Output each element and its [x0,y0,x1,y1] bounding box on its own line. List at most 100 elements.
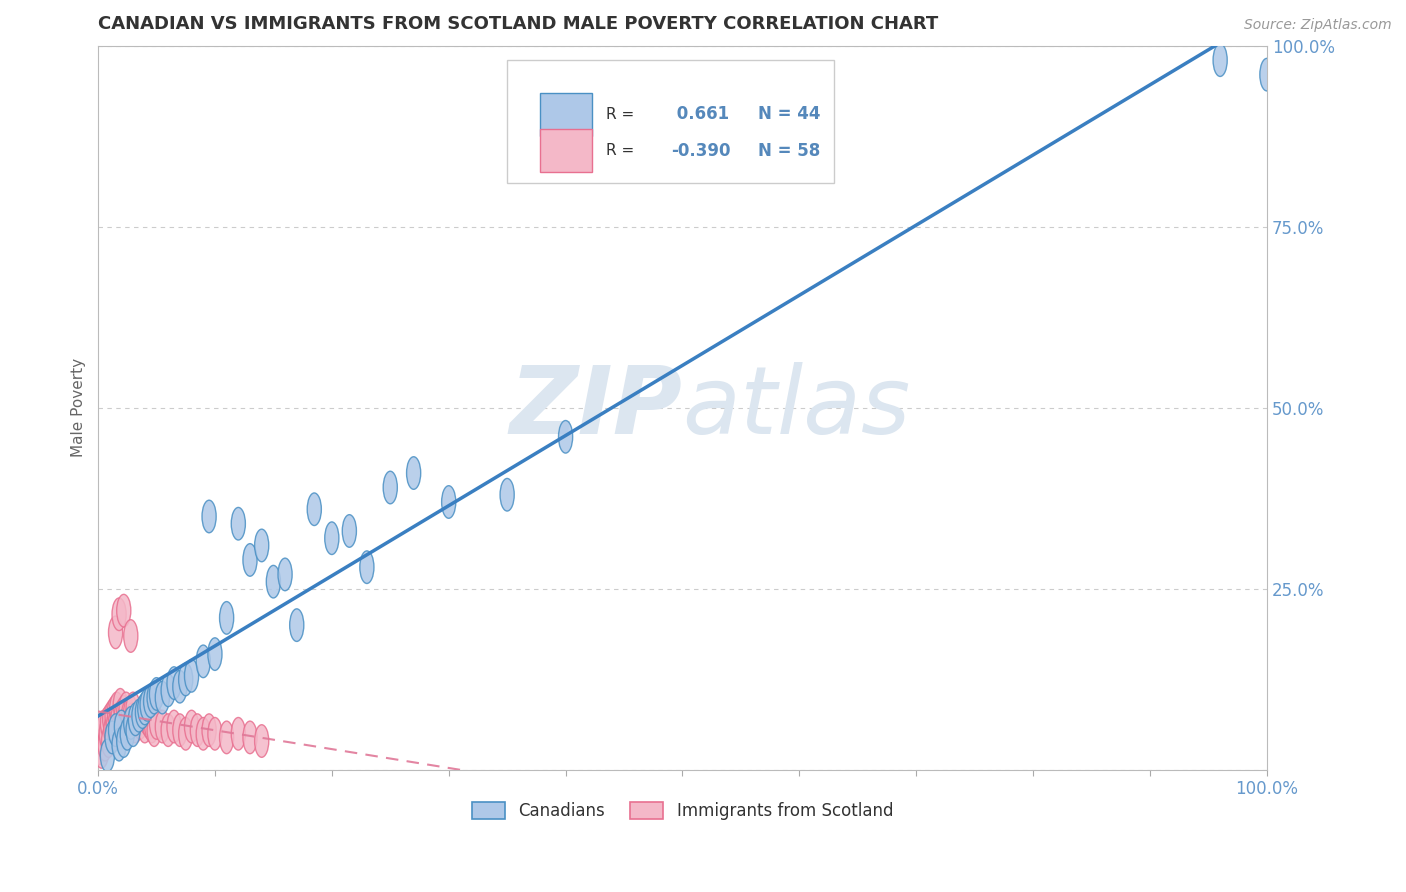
Legend: Canadians, Immigrants from Scotland: Canadians, Immigrants from Scotland [465,796,900,827]
Ellipse shape [141,689,155,721]
Ellipse shape [149,706,163,739]
Ellipse shape [406,457,420,490]
Ellipse shape [208,638,222,671]
Ellipse shape [111,703,125,736]
Ellipse shape [179,717,193,750]
Ellipse shape [138,710,152,743]
Ellipse shape [145,710,159,743]
Ellipse shape [1260,58,1274,91]
Ellipse shape [96,714,110,747]
Ellipse shape [278,558,292,591]
Ellipse shape [100,706,114,739]
Ellipse shape [105,699,120,732]
Ellipse shape [135,699,149,732]
Ellipse shape [135,696,149,729]
Ellipse shape [208,717,222,750]
Ellipse shape [266,566,280,598]
Ellipse shape [117,724,131,757]
Ellipse shape [112,710,127,743]
FancyBboxPatch shape [540,93,592,136]
Text: Source: ZipAtlas.com: Source: ZipAtlas.com [1244,18,1392,32]
Ellipse shape [1213,44,1227,77]
FancyBboxPatch shape [508,60,834,183]
Ellipse shape [231,717,246,750]
Ellipse shape [98,729,112,761]
Ellipse shape [149,678,163,710]
Ellipse shape [202,714,217,747]
Ellipse shape [143,685,157,717]
Ellipse shape [120,717,135,750]
Ellipse shape [190,714,204,747]
Ellipse shape [167,710,181,743]
Text: R =: R = [606,144,640,158]
Ellipse shape [127,692,141,724]
Ellipse shape [167,667,181,699]
Ellipse shape [134,706,148,739]
Y-axis label: Male Poverty: Male Poverty [72,359,86,458]
Ellipse shape [114,699,128,732]
Ellipse shape [97,710,111,743]
Text: -0.390: -0.390 [671,142,730,160]
Ellipse shape [148,714,162,747]
Ellipse shape [219,721,233,754]
Ellipse shape [131,703,145,736]
Ellipse shape [115,706,129,739]
Ellipse shape [118,703,132,736]
Ellipse shape [103,703,117,736]
Ellipse shape [243,543,257,576]
Ellipse shape [127,714,141,747]
Ellipse shape [121,699,135,732]
Ellipse shape [100,717,114,750]
Ellipse shape [120,692,134,724]
Ellipse shape [197,717,211,750]
FancyBboxPatch shape [540,129,592,172]
Ellipse shape [112,729,127,761]
Ellipse shape [120,710,135,743]
Ellipse shape [184,659,198,692]
Ellipse shape [202,500,217,533]
Ellipse shape [360,551,374,583]
Ellipse shape [107,710,121,743]
Ellipse shape [93,721,107,754]
Ellipse shape [117,696,131,729]
Ellipse shape [124,706,138,739]
Ellipse shape [501,478,515,511]
Ellipse shape [128,710,142,743]
Ellipse shape [110,692,124,724]
Ellipse shape [112,689,128,721]
Ellipse shape [162,714,176,747]
Ellipse shape [114,710,128,743]
Text: N = 44: N = 44 [758,105,821,123]
Ellipse shape [342,515,356,548]
Ellipse shape [173,671,187,703]
Ellipse shape [254,724,269,757]
Text: 0.661: 0.661 [671,105,728,123]
Ellipse shape [142,706,156,739]
Ellipse shape [122,706,136,739]
Ellipse shape [93,732,107,764]
Ellipse shape [125,703,139,736]
Ellipse shape [100,739,114,772]
Ellipse shape [155,710,169,743]
Ellipse shape [138,692,152,724]
Ellipse shape [441,486,456,518]
Text: R =: R = [606,107,640,122]
Text: atlas: atlas [682,362,911,453]
Ellipse shape [243,721,257,754]
Ellipse shape [308,493,322,525]
Ellipse shape [108,616,122,648]
Ellipse shape [104,714,118,747]
Ellipse shape [384,471,398,504]
Ellipse shape [108,714,122,747]
Text: ZIP: ZIP [509,362,682,454]
Ellipse shape [101,724,115,757]
Ellipse shape [173,714,187,747]
Ellipse shape [124,696,138,729]
Ellipse shape [124,620,138,652]
Ellipse shape [112,598,127,631]
Ellipse shape [107,696,121,729]
Ellipse shape [290,609,304,641]
Ellipse shape [132,699,146,732]
Ellipse shape [184,710,198,743]
Ellipse shape [94,736,108,768]
